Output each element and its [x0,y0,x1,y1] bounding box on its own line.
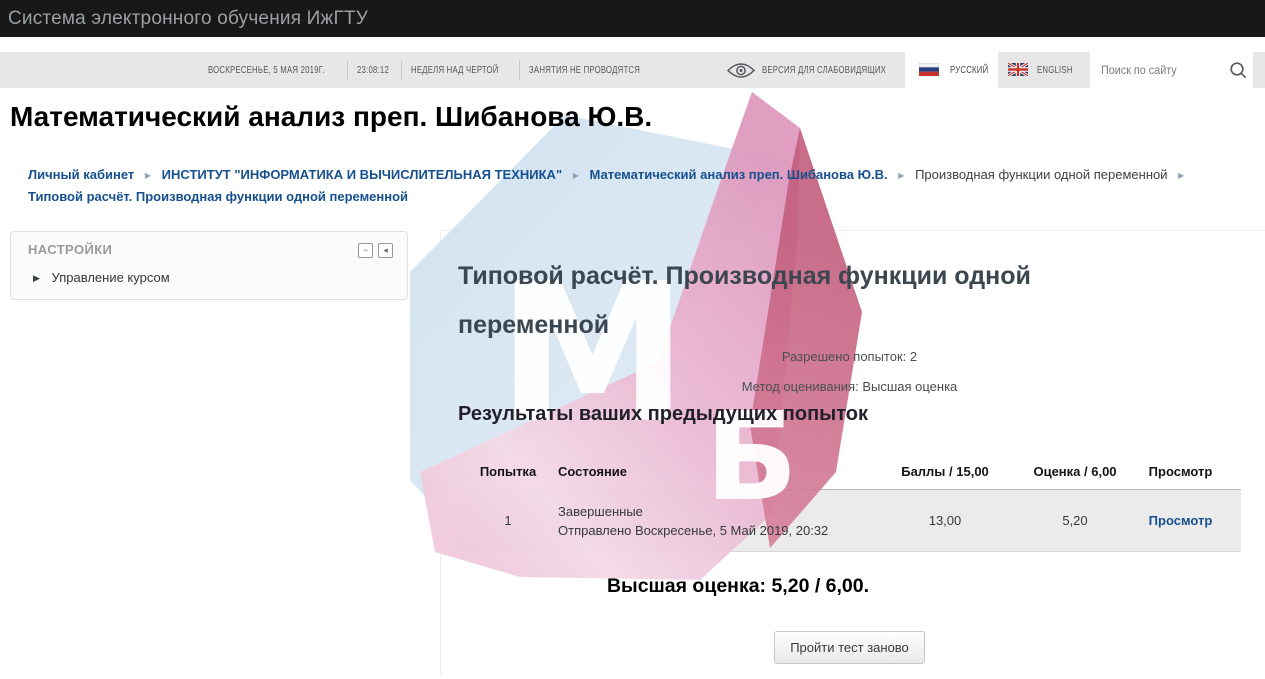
site-search-box[interactable] [1090,52,1253,88]
attempt-grade-cell: 5,20 [1030,489,1120,552]
attempts-table-header-row: Попытка Состояние Баллы / 15,00 Оценка /… [458,453,1241,490]
attempts-allowed-text: Разрешено попыток: 2 [781,349,918,364]
toolbar-week-status: НЕДЕЛЯ НАД ЧЕРТОЙ [411,64,499,76]
column-header-attempt: Попытка [458,453,558,490]
attempt-review-cell: Просмотр [1120,489,1241,552]
attempts-table: Попытка Состояние Баллы / 15,00 Оценка /… [458,453,1241,552]
chevron-right-icon: ▶ [898,171,905,180]
toolbar-date: ВОСКРЕСЕНЬЕ, 5 МАЯ 2019Г. [208,64,325,76]
column-header-review: Просмотр [1120,453,1241,490]
sidebar-item-label[interactable]: Управление курсом [51,270,170,285]
accessible-version-link[interactable]: ВЕРСИЯ ДЛЯ СЛАБОВИДЯЩИХ [762,64,887,76]
attempt-number-cell: 1 [458,489,558,552]
settings-block-title: НАСТРОЙКИ [28,242,113,257]
toolbar-separator [401,60,402,80]
breadcrumb-link-dashboard[interactable]: Личный кабинет [28,167,135,182]
lang-english-label[interactable]: ENGLISH [1037,64,1073,76]
lang-russian-label[interactable]: РУССКИЙ [950,64,989,76]
breadcrumb-item-section: Производная функции одной переменной [915,167,1168,182]
retake-quiz-button[interactable]: Пройти тест заново [774,631,925,664]
breadcrumb-line-2: Типовой расчёт. Производная функции одно… [28,186,1260,207]
breadcrumb-line-1: Личный кабинет ▶ ИНСТИТУТ "ИНФОРМАТИКА И… [28,164,1260,186]
column-header-marks: Баллы / 15,00 [860,453,1030,490]
breadcrumb-link-quiz[interactable]: Типовой расчёт. Производная функции одно… [28,189,409,204]
chevron-right-icon: ▶ [144,171,152,180]
quiz-title: Типовой расчёт. Производная функции одно… [458,262,1031,339]
attempt-submitted: Отправлено Воскресенье, 5 Май 2019, 20:3… [558,522,829,538]
final-grade-text: Высшая оценка: 5,20 / 6,00. [606,575,870,597]
chevron-right-icon: ▶ [1178,171,1185,180]
toolbar-separator [519,60,520,80]
attempt-marks-cell: 13,00 [860,489,1030,552]
content-top-divider [440,230,1265,231]
expand-arrow-icon[interactable]: ▶ [33,273,40,283]
top-bar: Система электронного обучения ИжГТУ [0,0,1265,37]
search-icon[interactable] [1229,61,1248,85]
collapse-block-icon[interactable]: − [358,243,373,258]
results-heading: Результаты ваших предыдущих попыток [458,403,868,425]
sidebar-content-divider [440,230,441,674]
search-input[interactable]: Поиск по сайту [1101,63,1177,77]
attempt-state-cell: Завершенные Отправлено Воскресенье, 5 Ма… [558,489,860,552]
russian-flag-icon [918,62,940,81]
eye-icon [726,62,756,84]
toolbar: ВОСКРЕСЕНЬЕ, 5 МАЯ 2019Г. 23:08:12 НЕДЕЛ… [0,52,1265,88]
breadcrumb-link-institute[interactable]: ИНСТИТУТ "ИНФОРМАТИКА И ВЫЧИСЛИТЕЛЬНАЯ Т… [161,167,563,182]
attempt-state: Завершенные [558,503,643,519]
dock-block-icon[interactable]: ◂ [378,243,393,258]
column-header-grade: Оценка / 6,00 [1030,453,1120,490]
site-title: Система электронного обучения ИжГТУ [8,8,369,29]
breadcrumb-link-course[interactable]: Математический анализ преп. Шибанова Ю.В… [589,167,888,182]
review-link[interactable]: Просмотр [1148,513,1213,528]
breadcrumb: Личный кабинет ▶ ИНСТИТУТ "ИНФОРМАТИКА И… [28,164,1260,207]
retake-button-row: Пройти тест заново [458,631,1241,664]
chevron-right-icon: ▶ [572,171,579,180]
column-header-state: Состояние [558,453,860,490]
settings-block: НАСТРОЙКИ − ◂ ▶ Управление курсом [10,231,408,300]
sidebar-item-course-administration[interactable]: ▶ Управление курсом [33,270,170,285]
table-row: 1 Завершенные Отправлено Воскресенье, 5 … [458,489,1241,552]
toolbar-clock: 23:08:12 [357,64,390,76]
english-flag-icon [1007,61,1029,81]
toolbar-separator [347,60,348,80]
page-title: Математический анализ преп. Шибанова Ю.В… [10,101,653,132]
toolbar-classes-status: ЗАНЯТИЯ НЕ ПРОВОДЯТСЯ [529,64,641,76]
grading-method-text: Метод оценивания: Высшая оценка [741,379,958,394]
